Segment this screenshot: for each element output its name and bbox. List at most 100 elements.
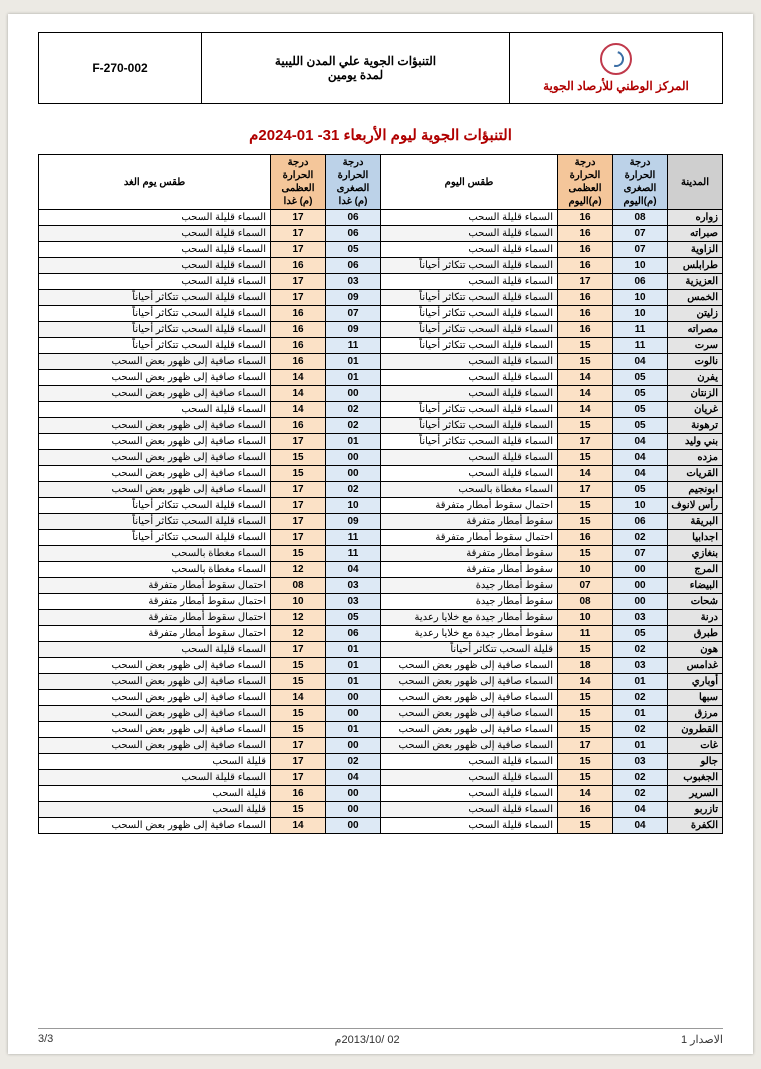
cell-max-m: 17 [271, 434, 326, 450]
table-row: مزده0415السماء قليلة السحب0015السماء صاف… [39, 450, 723, 466]
cell-wx-t: السماء قليلة السحب [381, 770, 558, 786]
cell-min-m: 01 [326, 674, 381, 690]
cell-wx-t: سقوط أمطار جيدة مع خلايا رعدية [381, 626, 558, 642]
cell-wx-t: السماء صافية إلى ظهور بعض السحب [381, 738, 558, 754]
table-row: سرت1115السماء قليلة السحب تتكاثر أحياناً… [39, 338, 723, 354]
cell-wx-t: السماء صافية إلى ظهور بعض السحب [381, 658, 558, 674]
cell-min-t: 02 [613, 786, 668, 802]
col-max-tom: درجة الحرارة العظمى (م) غدا [271, 155, 326, 210]
cell-min-t: 04 [613, 818, 668, 834]
cell-min-m: 03 [326, 578, 381, 594]
table-row: العزيزية0617السماء قليلة السحب0317السماء… [39, 274, 723, 290]
table-row: ترهونة0515السماء قليلة السحب تتكاثر أحيا… [39, 418, 723, 434]
cell-wx-m: السماء صافية إلى ظهور بعض السحب [39, 466, 271, 482]
cell-min-t: 02 [613, 690, 668, 706]
cell-min-t: 05 [613, 402, 668, 418]
cell-wx-m: السماء صافية إلى ظهور بعض السحب [39, 706, 271, 722]
cell-min-m: 01 [326, 434, 381, 450]
cell-wx-t: السماء قليلة السحب تتكاثر أحياناً [381, 322, 558, 338]
cell-max-t: 16 [558, 306, 613, 322]
table-row: ابونجيم0517السماء مغطاة بالسحب0217السماء… [39, 482, 723, 498]
cell-wx-m: قليلة السحب [39, 754, 271, 770]
col-min-tom: درجة الحرارة الصغرى (م) غدا [326, 155, 381, 210]
cell-wx-m: السماء قليلة السحب تتكاثر أحياناً [39, 514, 271, 530]
cell-max-m: 08 [271, 578, 326, 594]
cell-wx-m: السماء قليلة السحب [39, 242, 271, 258]
cell-wx-m: السماء صافية إلى ظهور بعض السحب [39, 418, 271, 434]
cell-wx-t: السماء قليلة السحب تتكاثر أحياناً [381, 434, 558, 450]
cell-min-t: 00 [613, 594, 668, 610]
cell-max-m: 17 [271, 210, 326, 226]
table-row: هون0215قليلة السحب تتكاثر أحياناً0117الس… [39, 642, 723, 658]
cell-min-m: 06 [326, 626, 381, 642]
cell-max-m: 17 [271, 242, 326, 258]
table-row: رأس لانوف1015احتمال سقوط أمطار متفرقة101… [39, 498, 723, 514]
cell-max-t: 15 [558, 642, 613, 658]
cell-min-t: 00 [613, 578, 668, 594]
cell-max-t: 16 [558, 290, 613, 306]
cell-wx-m: السماء قليلة السحب تتكاثر أحياناً [39, 530, 271, 546]
cell-max-m: 16 [271, 306, 326, 322]
cell-min-t: 10 [613, 258, 668, 274]
cell-wx-m: السماء صافية إلى ظهور بعض السحب [39, 450, 271, 466]
cell-min-m: 00 [326, 818, 381, 834]
cell-min-m: 00 [326, 706, 381, 722]
cell-min-m: 11 [326, 338, 381, 354]
cell-max-m: 17 [271, 498, 326, 514]
cell-wx-m: السماء صافية إلى ظهور بعض السحب [39, 386, 271, 402]
footer-issue: الاصدار 1 [681, 1033, 723, 1046]
cell-max-m: 10 [271, 594, 326, 610]
cell-max-m: 15 [271, 466, 326, 482]
cell-min-t: 06 [613, 514, 668, 530]
table-row: البريقة0615سقوط أمطار متفرقة0917السماء ق… [39, 514, 723, 530]
cell-city: طبرق [668, 626, 723, 642]
cell-city: المرج [668, 562, 723, 578]
cell-min-m: 00 [326, 450, 381, 466]
cell-min-t: 02 [613, 642, 668, 658]
cell-wx-m: السماء صافية إلى ظهور بعض السحب [39, 482, 271, 498]
col-city: المدينة [668, 155, 723, 210]
cell-max-m: 15 [271, 722, 326, 738]
cell-wx-m: قليلة السحب [39, 786, 271, 802]
cell-wx-t: سقوط أمطار متفرقة [381, 514, 558, 530]
cell-max-m: 14 [271, 370, 326, 386]
cell-min-m: 02 [326, 402, 381, 418]
table-row: يفرن0514السماء قليلة السحب0114السماء صاف… [39, 370, 723, 386]
cell-wx-t: السماء قليلة السحب [381, 210, 558, 226]
cell-min-m: 00 [326, 786, 381, 802]
cell-max-m: 16 [271, 338, 326, 354]
cell-wx-t: السماء قليلة السحب تتكاثر أحياناً [381, 402, 558, 418]
cell-max-t: 15 [558, 722, 613, 738]
cell-city: زواره [668, 210, 723, 226]
cell-wx-t: سقوط أمطار جيدة [381, 578, 558, 594]
cell-min-m: 11 [326, 530, 381, 546]
cell-min-m: 01 [326, 642, 381, 658]
cell-min-t: 11 [613, 322, 668, 338]
table-row: سبها0215السماء صافية إلى ظهور بعض السحب0… [39, 690, 723, 706]
cell-wx-m: السماء قليلة السحب تتكاثر أحياناً [39, 290, 271, 306]
document-header: F-270-002 التنبؤات الجوية علي المدن اللي… [38, 32, 723, 104]
cell-wx-t: سقوط أمطار متفرقة [381, 546, 558, 562]
cell-wx-t: السماء قليلة السحب [381, 242, 558, 258]
cell-max-m: 17 [271, 514, 326, 530]
cell-max-t: 08 [558, 594, 613, 610]
cell-max-t: 14 [558, 466, 613, 482]
cell-wx-t: احتمال سقوط أمطار متفرقة [381, 498, 558, 514]
footer-date: 02 /2013/10م [335, 1033, 400, 1046]
table-row: تازربو0416السماء قليلة السحب0015قليلة ال… [39, 802, 723, 818]
cell-min-t: 05 [613, 418, 668, 434]
cell-city: القريات [668, 466, 723, 482]
cell-city: البريقة [668, 514, 723, 530]
cell-max-m: 14 [271, 386, 326, 402]
cell-wx-m: السماء قليلة السحب تتكاثر أحياناً [39, 306, 271, 322]
cell-max-m: 16 [271, 322, 326, 338]
cell-min-m: 09 [326, 322, 381, 338]
cell-wx-m: السماء قليلة السحب [39, 402, 271, 418]
org-cell: المركز الوطني للأرصاد الجوية [510, 33, 722, 103]
table-row: بني وليد0417السماء قليلة السحب تتكاثر أح… [39, 434, 723, 450]
cell-max-t: 15 [558, 450, 613, 466]
col-min-today: درجة الحرارة الصغرى (م)اليوم [613, 155, 668, 210]
cell-max-t: 14 [558, 786, 613, 802]
cell-max-t: 17 [558, 274, 613, 290]
cell-min-t: 07 [613, 546, 668, 562]
